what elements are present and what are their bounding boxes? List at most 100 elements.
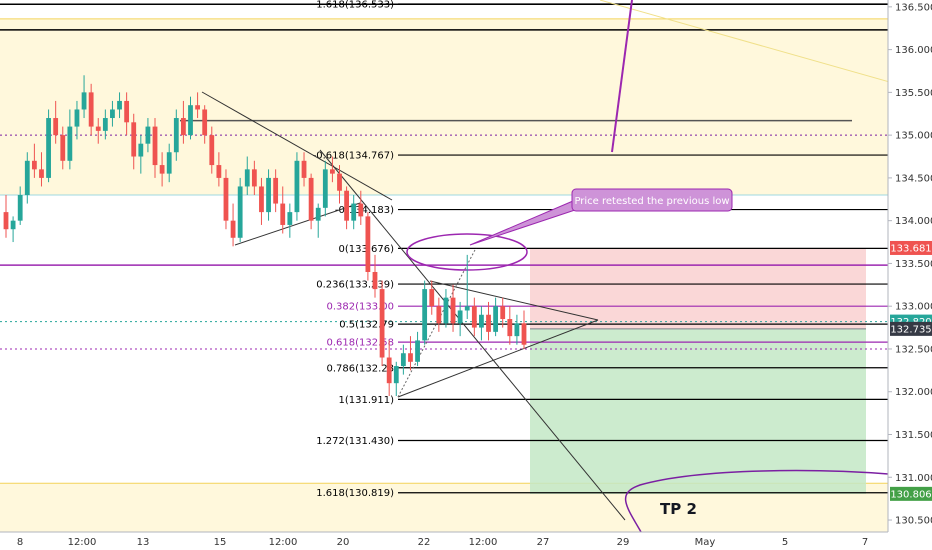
yellow-trendline[interactable]	[599, 0, 901, 86]
y-tick-label: 135.500	[895, 88, 932, 99]
candle-body	[486, 314, 491, 332]
candle-body	[152, 126, 158, 166]
candle-body	[450, 297, 456, 324]
trendline-drawings[interactable]	[201, 0, 901, 549]
candle-body	[429, 289, 435, 307]
candle-body	[365, 216, 371, 272]
y-tick-label: 130.500	[895, 516, 932, 527]
y-tick-label: 132.000	[895, 387, 932, 398]
candle-body	[244, 169, 250, 187]
price-tag-text: 130.806	[890, 489, 931, 500]
fib-label-2: -0(134.183)	[335, 205, 394, 216]
purple-projection-curve[interactable]	[624, 469, 901, 549]
candle-body	[464, 306, 470, 311]
candle-body	[386, 357, 392, 384]
supply-zone-0	[0, 18, 888, 196]
x-tick-label: May	[695, 537, 716, 548]
candle-body	[131, 122, 137, 157]
triangle-upper-trendline[interactable]	[429, 280, 599, 321]
candle-body	[330, 169, 335, 174]
y-tick-label: 135.000	[895, 131, 932, 142]
x-tick-label: 12:00	[269, 537, 298, 548]
candle-body	[10, 220, 16, 230]
candle-body	[337, 173, 342, 191]
candle-body	[351, 203, 357, 221]
candle-body	[60, 135, 66, 161]
candle-body	[53, 118, 59, 136]
x-tick-label: 29	[617, 537, 630, 548]
candle-body	[322, 169, 328, 208]
y-tick-label: 136.000	[895, 45, 932, 56]
fib-label-0: -1.618(136.533)	[313, 0, 394, 11]
candle-body	[138, 143, 144, 157]
supply-demand-zones	[0, 18, 888, 533]
candle-body	[372, 271, 378, 290]
price-tag-text: 133.681	[890, 243, 931, 254]
candle-body	[102, 118, 108, 131]
candle-body	[273, 177, 279, 204]
fib-label-4: 0.236(133.239)	[316, 280, 394, 291]
candle-body	[124, 100, 130, 123]
price-tag-text: 132.735	[890, 324, 931, 335]
x-tick-label: 5	[782, 537, 788, 548]
x-tick-label: 7	[862, 537, 868, 548]
wedge-upper-trendline[interactable]	[201, 91, 393, 201]
candle-body	[31, 160, 37, 170]
price-tag-box	[890, 240, 932, 255]
candle-body	[422, 289, 428, 341]
fib-label-6: 0.5(132.79	[339, 320, 394, 331]
callout-annotation[interactable]: Price retested the previous low	[469, 188, 733, 246]
x-axis-panel	[0, 532, 932, 550]
fib-label-5: 0.382(133.00	[326, 302, 394, 313]
candle-body	[188, 105, 193, 136]
y-tick-label: 131.500	[895, 430, 932, 441]
candle-body	[507, 319, 513, 337]
candle-body	[280, 203, 286, 225]
candle-body	[379, 289, 385, 358]
wedge-lower-trendline[interactable]	[234, 202, 361, 246]
candle-body	[400, 353, 406, 367]
candle-body	[415, 340, 420, 362]
x-tick-label: 12:00	[68, 537, 97, 548]
x-tick-label: 12:00	[469, 537, 498, 548]
candle-body	[408, 353, 413, 362]
candle-body	[17, 195, 23, 221]
candle-body	[301, 160, 307, 178]
fib-label-11: 1.618(130.819)	[316, 488, 394, 499]
purple-projection-arrow[interactable]	[611, 0, 633, 153]
x-tick-label: 8	[17, 537, 23, 548]
y-tick-label: 132.500	[895, 344, 932, 355]
candle-body	[358, 203, 364, 217]
y-tick-label: 134.500	[895, 173, 932, 184]
candle-body	[195, 105, 200, 110]
candle-body	[216, 165, 222, 178]
candle-body	[110, 109, 115, 119]
y-axis-panel	[888, 0, 932, 550]
fib-label-1: -0.618(134.767)	[313, 151, 394, 162]
candle-body	[3, 212, 9, 230]
candle-body	[230, 220, 236, 238]
y-tick-label: 134.000	[895, 216, 932, 227]
candle-body	[308, 177, 314, 221]
y-tick-label: 133.000	[895, 302, 932, 313]
candle-body	[500, 306, 506, 320]
price-tag-box	[890, 486, 932, 501]
descending-trendline[interactable]	[319, 149, 626, 521]
candle-body	[46, 118, 51, 178]
x-tick-label: 27	[537, 537, 550, 548]
short-position-tool[interactable]	[530, 247, 866, 494]
candle-body	[88, 92, 94, 127]
candle-body	[344, 190, 350, 221]
y-tick-label: 136.500	[895, 2, 932, 13]
tp-label: TP 2	[660, 500, 697, 518]
callout-text: Price retested the previous low	[574, 196, 729, 207]
triangle-lower-trendline[interactable]	[397, 319, 599, 398]
candle-body	[251, 169, 257, 187]
candle-body	[393, 366, 399, 384]
reward-zone	[530, 328, 866, 494]
candle-body	[457, 310, 463, 324]
x-tick-label: 13	[137, 537, 150, 548]
price-tag-box	[890, 321, 932, 336]
